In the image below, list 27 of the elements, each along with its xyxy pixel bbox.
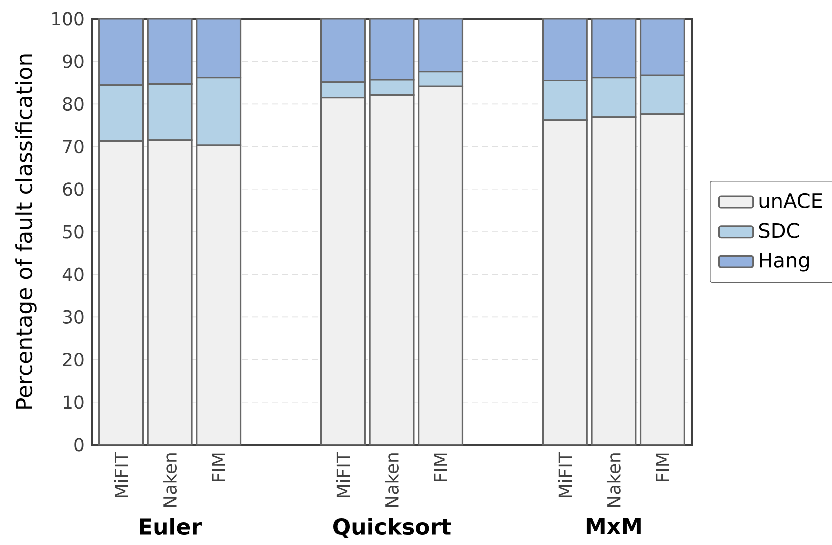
y-tick-label: 100 [52,12,84,26]
y-tick-label: 70 [64,140,84,154]
legend-label: unACE [760,193,822,208]
x-tick-label: FIM [212,454,226,482]
text: Euler [140,518,202,536]
y-axis-title: Percentage of fault classification [16,54,37,409]
y-tick-label: 20 [63,352,84,367]
legend-label: Hang [760,253,810,272]
x-tick-label: Naken [606,454,621,508]
y-tick-label: 80 [63,97,84,111]
x-tick-label: FIM [434,454,448,482]
x-tick-label: Naken [385,454,399,508]
x-tick-label: MiFIT [558,452,572,498]
y-tick-label: 60 [63,182,84,196]
y-tick-label: 10 [64,396,84,410]
x-tick-label: Naken [163,454,178,508]
x-tick-label: MiFIT [336,452,350,498]
x-tick-label: MiFIT [114,452,128,498]
y-tick-label: 0 [74,438,84,452]
y-tick-label: 40 [62,268,84,282]
text: Quicksort [334,518,452,538]
y-tick-label: 90 [63,54,84,68]
y-tick-label: 30 [63,310,84,324]
x-tick-label: FIM [656,454,670,482]
legend-label: SDC [759,223,800,238]
text: MxM [586,518,641,534]
y-tick-label: 50 [63,225,84,239]
